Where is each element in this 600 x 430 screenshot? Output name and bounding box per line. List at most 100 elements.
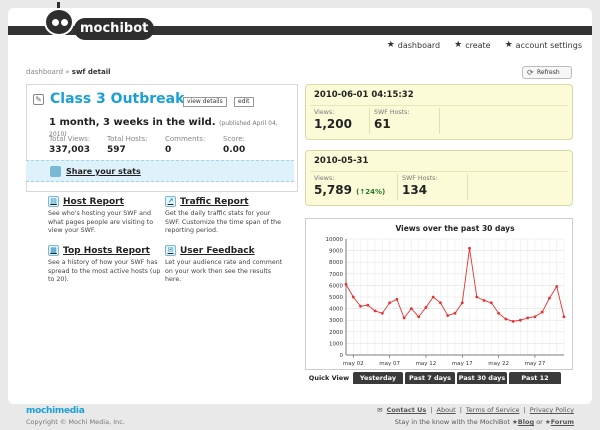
contact-link[interactable]: Contact Us xyxy=(386,406,427,414)
data-point xyxy=(395,297,399,301)
divider: | xyxy=(459,406,462,414)
user-feedback-link[interactable]: User Feedback xyxy=(180,245,255,256)
star-icon: ★ xyxy=(454,40,463,50)
breadcrumb-dashboard[interactable]: dashboard xyxy=(26,68,64,76)
tab-past-30-days[interactable]: Past 30 days xyxy=(457,372,507,384)
traffic-report-link[interactable]: Traffic Report xyxy=(180,196,249,207)
forum-link[interactable]: Forum xyxy=(550,418,574,426)
snapshot-yesterday: 2010-05-31 Views: 5,789 (↑24%) SWF Hosts… xyxy=(305,150,573,206)
y-tick-label: 8000 xyxy=(329,260,343,266)
stat-total-hosts: Total Hosts: 597 xyxy=(107,135,165,155)
robot-eye-right xyxy=(61,19,68,26)
feedback-icon: ✉ xyxy=(165,245,176,256)
views-value: 5,789 (↑24%) xyxy=(314,183,397,197)
blog-link[interactable]: Blog xyxy=(517,418,535,426)
y-tick-label: 7000 xyxy=(329,272,343,278)
top-hosts-icon: ▦ xyxy=(48,245,59,256)
mochimedia-logo[interactable]: mochimedia xyxy=(26,406,85,416)
report-host: ▤ Host Report See who's hosting your SWF … xyxy=(48,196,166,236)
share-stats-bar[interactable]: Share your stats xyxy=(26,160,294,182)
data-point xyxy=(446,314,450,317)
host-report-link[interactable]: Host Report xyxy=(63,196,124,207)
y-tick-label: 1000 xyxy=(329,341,343,347)
swf-age-text: 1 month, 3 weeks in the wild. xyxy=(49,117,216,128)
data-point xyxy=(482,299,486,302)
y-tick-label: 4000 xyxy=(329,307,343,313)
y-tick-label: 10000 xyxy=(326,237,344,243)
terms-link[interactable]: Terms of Service xyxy=(465,406,520,414)
stat-comments: Comments: 0 xyxy=(165,135,223,155)
y-tick-label: 0 xyxy=(340,353,344,359)
nav-create-label: create xyxy=(465,40,491,50)
stat-label: Total Hosts: xyxy=(107,135,148,143)
change-percent: (↑24%) xyxy=(356,188,386,196)
report-user-feedback: ✉ User Feedback Let your audience rate an… xyxy=(165,245,283,285)
tab-past-7-days[interactable]: Past 7 days xyxy=(405,372,455,384)
report-top-hosts: ▦ Top Hosts Report See a history of how y… xyxy=(48,245,166,285)
data-point xyxy=(373,309,377,313)
stat-value: 597 xyxy=(107,145,126,155)
footer-links: ✉ Contact Us | About | Terms of Service | P… xyxy=(377,406,574,414)
snapshot-today: 2010-06-01 04:15:32 Views: 1,200 SWF Hos… xyxy=(305,84,573,140)
share-stats-link[interactable]: Share your stats xyxy=(66,167,141,176)
x-tick-label: may 07 xyxy=(379,361,400,367)
robot-eye-left xyxy=(52,19,59,26)
data-point xyxy=(402,316,406,320)
stat-value: 0.00 xyxy=(223,145,246,155)
nav-dashboard-label: dashboard xyxy=(397,40,441,50)
up-arrow-icon: ↑ xyxy=(359,188,366,196)
edit-button[interactable]: edit xyxy=(234,97,254,107)
y-tick-label: 2000 xyxy=(329,330,343,336)
refresh-label: Refresh xyxy=(537,69,560,76)
report-desc: Get the daily traffic stats for your SWF… xyxy=(165,210,281,235)
snapshot-hosts: SWF Hosts: 61 xyxy=(370,108,440,134)
data-point xyxy=(504,317,508,321)
report-traffic: ↗ Traffic Report Get the daily traffic st… xyxy=(165,196,283,236)
report-desc: See a history of how your SWF has spread… xyxy=(48,259,161,284)
x-tick-label: may 12 xyxy=(416,361,437,367)
header-bar xyxy=(8,26,592,35)
top-hosts-report-link[interactable]: Top Hosts Report xyxy=(63,245,150,256)
or-text: or xyxy=(536,418,543,426)
hosts-value: 134 xyxy=(402,183,428,197)
mochibot-logo[interactable]: mochibot xyxy=(30,2,155,46)
data-point xyxy=(475,295,479,299)
change-value: 24% xyxy=(365,188,382,196)
nav-dashboard[interactable]: ★ dashboard xyxy=(387,40,440,50)
data-point xyxy=(388,301,391,305)
data-point xyxy=(344,282,348,286)
logo-part-a: mochi xyxy=(26,406,55,416)
breadcrumb: dashboard » swf detail xyxy=(26,68,111,76)
y-tick-label: 6000 xyxy=(329,283,343,289)
data-point xyxy=(526,316,530,320)
data-point xyxy=(489,301,493,305)
breadcrumb-separator: » xyxy=(65,68,70,76)
tab-quick-view[interactable]: Quick View xyxy=(307,372,351,384)
data-point xyxy=(424,306,428,309)
tab-past-12-months[interactable]: Past 12 months xyxy=(509,372,561,394)
swf-age: 1 month, 3 weeks in the wild. (published… xyxy=(49,117,297,139)
data-point xyxy=(380,311,384,315)
privacy-link[interactable]: Privacy Policy xyxy=(529,406,574,414)
y-tick-label: 3000 xyxy=(329,318,343,324)
view-details-button[interactable]: view details xyxy=(183,97,227,107)
views-line-chart: Views over the past 30 days 0 1000 2000 3000… xyxy=(326,224,566,367)
nav-account-settings[interactable]: ★ account settings xyxy=(505,40,582,50)
y-tick-label: 5000 xyxy=(329,295,343,301)
y-tick-label: 9000 xyxy=(329,249,343,255)
data-point xyxy=(351,295,355,299)
swf-stats: Total Views: 337,003 Total Hosts: 597 Comm… xyxy=(49,135,281,155)
pencil-icon[interactable]: ✎ xyxy=(33,93,44,105)
stat-value: 337,003 xyxy=(49,145,90,155)
nav-create[interactable]: ★ create xyxy=(454,40,490,50)
refresh-icon: ⟳ xyxy=(527,68,534,77)
data-point xyxy=(468,246,471,250)
data-point xyxy=(410,307,413,310)
breadcrumb-current: swf detail xyxy=(71,68,111,76)
data-point xyxy=(417,315,421,319)
tab-yesterday[interactable]: Yesterday xyxy=(353,372,403,384)
robot-icon xyxy=(44,8,74,36)
about-link[interactable]: About xyxy=(436,406,456,414)
refresh-button[interactable]: ⟳ Refresh xyxy=(522,66,572,79)
views-label: Views: xyxy=(314,175,335,182)
